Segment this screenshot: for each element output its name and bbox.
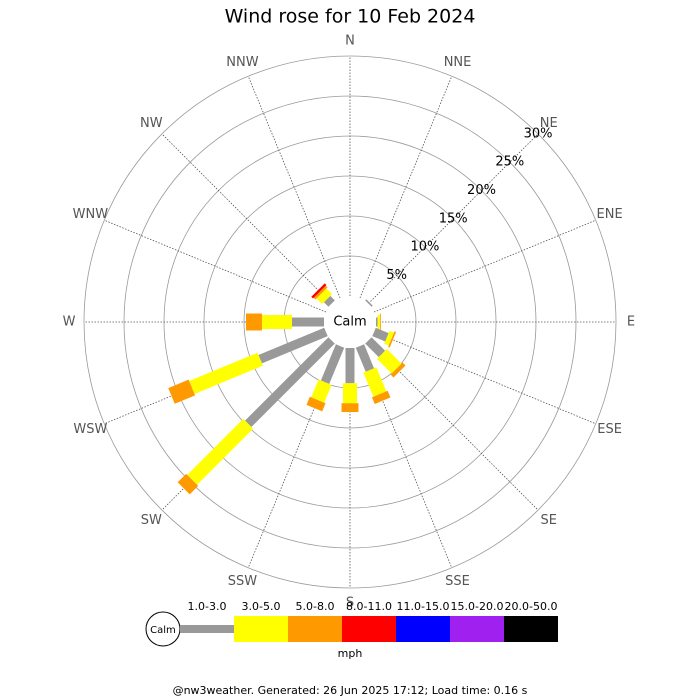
grid-ring bbox=[243, 215, 457, 429]
bar-segment bbox=[313, 285, 328, 300]
calm-circle bbox=[324, 296, 376, 348]
legend-label: 5.0-8.0 bbox=[296, 600, 335, 613]
bar-segment bbox=[168, 379, 196, 404]
bar-segment bbox=[258, 327, 328, 364]
legend-swatch bbox=[450, 616, 504, 642]
grid-ring bbox=[123, 95, 577, 549]
legend-swatch bbox=[234, 616, 288, 642]
direction-label: N bbox=[345, 34, 355, 49]
bar-segment bbox=[371, 390, 391, 404]
bar-segment bbox=[377, 349, 402, 374]
legend-label: 11.0-15.0 bbox=[397, 600, 450, 613]
bar-segment bbox=[323, 295, 335, 307]
footer: @nw3weather. Generated: 26 Jun 2025 17:1… bbox=[173, 684, 528, 697]
legend-label: 15.0-20.0 bbox=[451, 600, 504, 613]
direction-label: SE bbox=[540, 513, 556, 528]
direction-label: E bbox=[627, 315, 635, 330]
bar-segment bbox=[363, 367, 387, 397]
bar-segment bbox=[311, 283, 327, 299]
bar-segment bbox=[355, 344, 375, 372]
legend-swatch bbox=[288, 616, 342, 642]
direction-label: W bbox=[63, 315, 76, 330]
legend-label: 20.0-50.0 bbox=[505, 600, 558, 613]
direction-label: SSE bbox=[445, 574, 470, 589]
bar-segment bbox=[244, 337, 335, 428]
bar-segment bbox=[372, 327, 389, 342]
direction-spoke bbox=[359, 76, 453, 299]
direction-spoke bbox=[104, 219, 327, 313]
bar-segment bbox=[320, 344, 345, 384]
direction-spoke bbox=[373, 219, 596, 313]
direction-label: NE bbox=[540, 116, 558, 131]
direction-spoke bbox=[247, 76, 341, 299]
direction-spoke bbox=[373, 331, 596, 425]
bar-segment bbox=[187, 418, 254, 485]
legend-swatch bbox=[396, 616, 450, 642]
legend-label: 1.0-3.0 bbox=[188, 600, 227, 613]
direction-label: SW bbox=[141, 513, 162, 528]
ring-label: 5% bbox=[386, 268, 407, 283]
legend-calm-label: Calm bbox=[150, 625, 176, 636]
bar-segment bbox=[189, 352, 263, 394]
bar-segment bbox=[365, 337, 386, 358]
direction-label: NNE bbox=[444, 55, 472, 70]
bar-segment bbox=[177, 473, 199, 495]
direction-label: S bbox=[346, 596, 354, 611]
legend-swatch bbox=[342, 616, 396, 642]
direction-label: NW bbox=[140, 116, 163, 131]
legend-unit: mph bbox=[338, 647, 363, 660]
ring-label: 15% bbox=[439, 211, 468, 226]
grid-ring bbox=[83, 55, 617, 589]
bar-segment bbox=[316, 288, 333, 305]
direction-spoke bbox=[161, 133, 332, 304]
bar-segment bbox=[390, 362, 406, 378]
ring-label: 30% bbox=[524, 126, 553, 141]
chart-title: Wind rose for 10 Feb 2024 bbox=[225, 6, 476, 28]
direction-label: WSW bbox=[73, 422, 107, 437]
bar-segment bbox=[365, 299, 373, 307]
legend-swatch bbox=[504, 616, 558, 642]
legend-label: 3.0-5.0 bbox=[242, 600, 281, 613]
direction-label: ENE bbox=[597, 207, 623, 222]
legend-label: 8.0-11.0 bbox=[346, 600, 392, 613]
ring-label: 25% bbox=[495, 155, 524, 170]
ring-label: 10% bbox=[410, 240, 439, 255]
direction-label: NNW bbox=[226, 55, 258, 70]
ring-label: 20% bbox=[467, 183, 496, 198]
calm-label: Calm bbox=[333, 315, 366, 330]
direction-spoke bbox=[368, 133, 539, 304]
direction-label: ESE bbox=[597, 422, 622, 437]
bar-segment bbox=[388, 331, 397, 348]
direction-label: WNW bbox=[73, 207, 109, 222]
direction-label: SSW bbox=[228, 574, 258, 589]
bar-segment bbox=[311, 379, 332, 403]
bar-segment bbox=[306, 396, 326, 412]
bar-segment bbox=[384, 330, 395, 346]
legend-swatch bbox=[180, 625, 234, 633]
